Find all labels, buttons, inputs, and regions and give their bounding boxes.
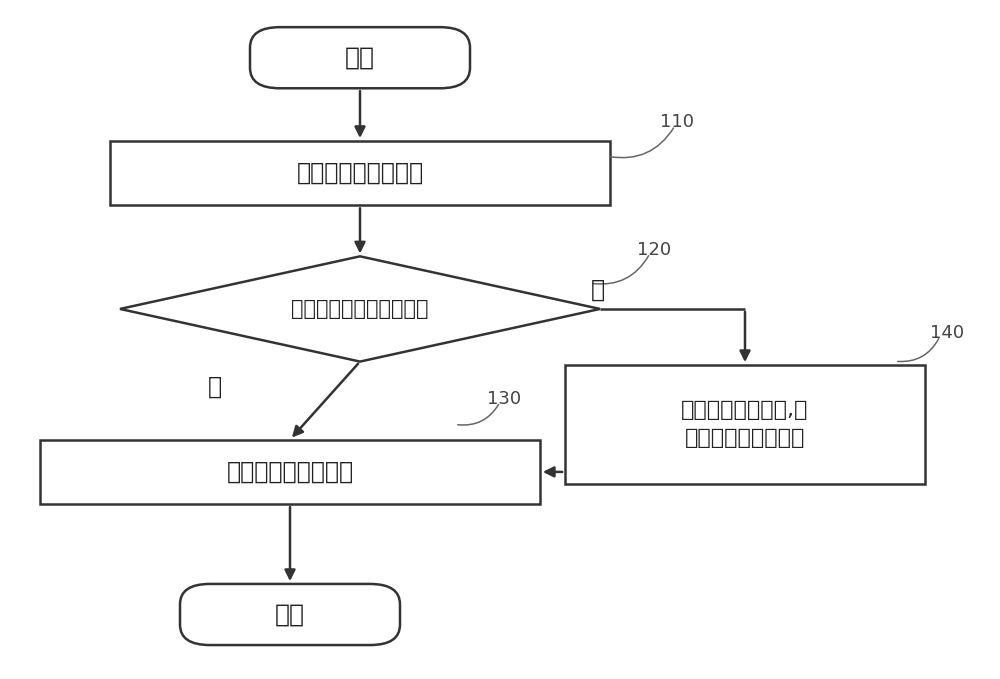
Text: 设备间网络连接是否正常: 设备间网络连接是否正常 [291,299,429,319]
Polygon shape [120,256,600,361]
FancyBboxPatch shape [250,27,470,88]
Text: 完成镜像卷的写操作: 完成镜像卷的写操作 [226,460,354,484]
Text: 结束: 结束 [275,602,305,627]
Text: 140: 140 [930,324,964,342]
Text: 110: 110 [660,113,694,131]
FancyBboxPatch shape [40,440,540,504]
Text: 130: 130 [487,390,521,407]
FancyBboxPatch shape [565,365,925,483]
Text: 120: 120 [637,241,671,259]
FancyBboxPatch shape [180,584,400,645]
FancyBboxPatch shape [110,141,610,205]
Text: 是: 是 [208,375,222,399]
Text: 应用模块请求写操作: 应用模块请求写操作 [296,161,424,185]
Text: 否: 否 [591,278,605,302]
Text: 开始: 开始 [345,45,375,70]
Text: 读取位图标识信息,将
相应的位图标识置位: 读取位图标识信息,将 相应的位图标识置位 [681,401,809,448]
